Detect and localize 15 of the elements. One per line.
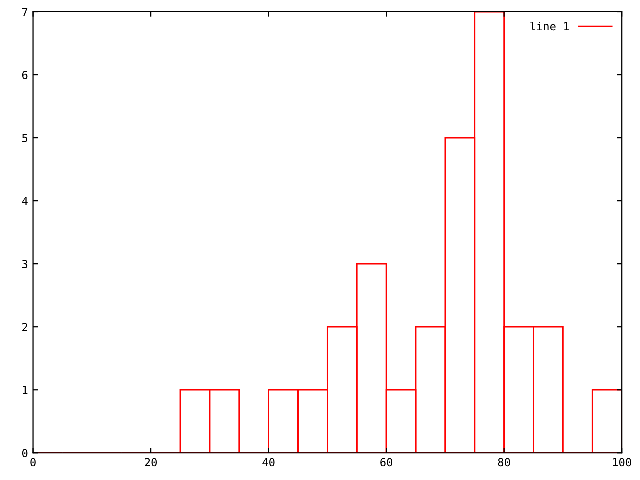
y-tick-label: 7 [22,8,28,16]
x-tick-label: 60 [380,458,393,467]
y-tick-label: 4 [22,197,28,206]
y-tick-label: 6 [22,71,28,80]
y-tick-label: 1 [23,386,28,394]
y-tick-label: 3 [22,260,28,268]
y-tick-label: 0 [22,449,28,458]
x-tick-label: 80 [498,458,510,467]
x-tick-label: 0 [30,458,36,467]
x-tick-label: 40 [262,458,275,467]
x-tick-label: 20 [145,458,158,467]
legend-label: line 1 [530,22,570,31]
x-tick-label: 100 [613,458,632,467]
y-tick-label: 5 [22,134,28,142]
y-tick-label: 2 [22,323,28,332]
